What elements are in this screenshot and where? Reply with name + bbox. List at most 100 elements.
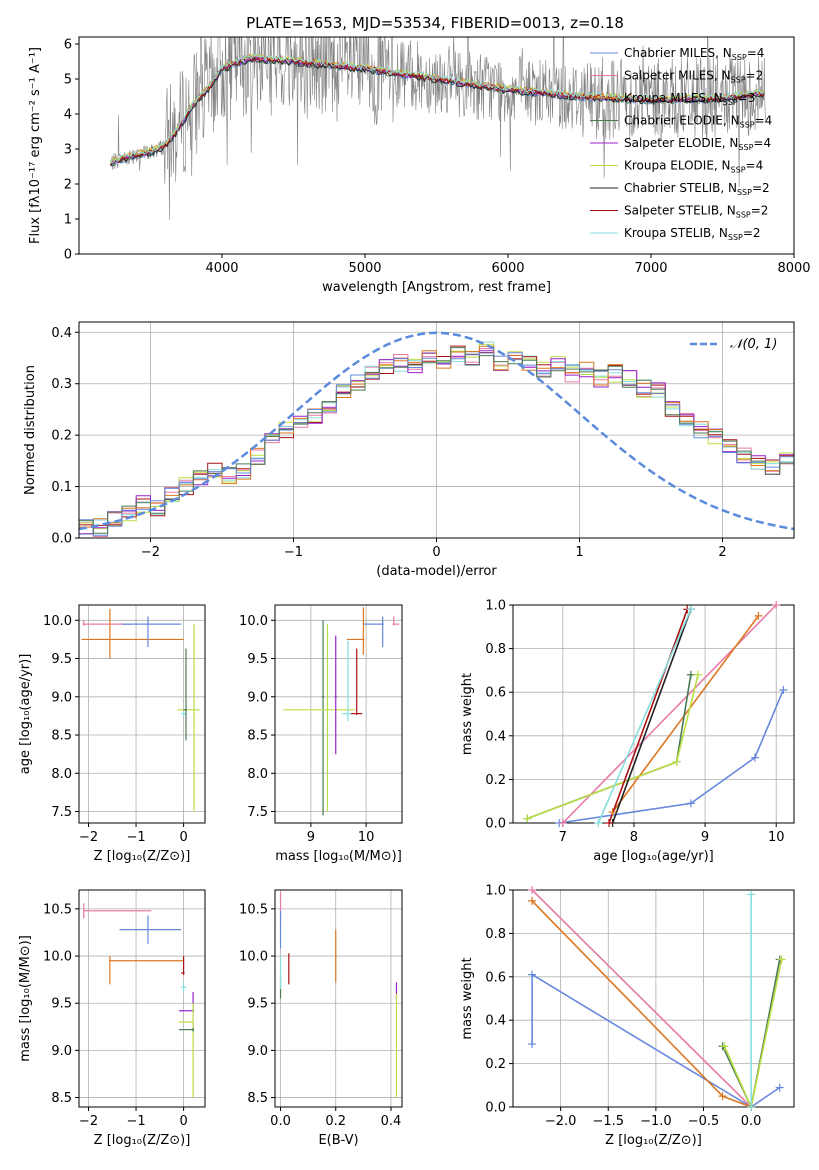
y-axis-label: age [log₁₀(age/yr)]	[18, 654, 33, 775]
x-axis-label: wavelength [Angstrom, rest frame]	[322, 280, 551, 295]
y-tick-label: 0	[64, 248, 72, 263]
y-tick-label: 1.0	[485, 884, 506, 899]
data-marker	[686, 605, 695, 614]
data-marker	[754, 611, 763, 620]
data-marker	[686, 799, 695, 808]
data-marker	[558, 819, 567, 827]
series-line-3	[721, 959, 781, 1107]
y-tick-label: 3	[64, 143, 72, 158]
x-tick-label: −1	[126, 1114, 145, 1129]
data-marker	[747, 890, 756, 899]
series-line-0	[559, 689, 785, 823]
age-vs-mass-panel	[271, 604, 403, 827]
series-line-0	[531, 973, 781, 1107]
legend-entry: Kroupa ELODIE, NSSP=4	[624, 159, 763, 175]
axes-frame	[78, 889, 206, 1108]
x-tick-label: 8	[630, 830, 638, 845]
y-tick-label: 0.6	[485, 970, 506, 985]
x-tick-label: 0.4	[381, 1114, 402, 1129]
legend-entry: Kroupa STELIB, NSSP=2	[624, 226, 761, 242]
residuals-panel	[75, 321, 795, 542]
data-marker	[693, 670, 702, 679]
axes-frame	[78, 36, 795, 255]
data-marker	[747, 1103, 756, 1111]
x-tick-label: 0.2	[325, 1114, 346, 1129]
y-tick-label: 7.5	[247, 805, 268, 820]
x-tick-label: 1	[575, 545, 583, 560]
age-vs-Z-panel	[75, 604, 206, 827]
y-tick-label: 0.8	[485, 642, 506, 657]
series-line-4	[723, 959, 783, 1107]
data-marker	[686, 670, 695, 679]
spectrum-plot-area	[110, 37, 766, 220]
legend-entry: Chabrier ELODIE, NSSP=4	[624, 114, 772, 130]
y-axis-label: Normed distribution	[23, 365, 38, 495]
series-line-2	[531, 900, 752, 1107]
data-marker	[750, 753, 759, 762]
y-tick-label: 9.0	[247, 1044, 268, 1059]
x-tick-label: −2	[79, 830, 98, 845]
x-tick-label: −2.0	[545, 1114, 577, 1129]
y-tick-label: 8.5	[51, 1091, 72, 1106]
y-tick-label: 10.5	[239, 902, 268, 917]
data-marker	[720, 1042, 729, 1051]
x-tick-label: 4000	[205, 261, 238, 276]
legend-entry: Chabrier STELIB, NSSP=2	[624, 181, 770, 197]
age-vs-mass-plot-area	[283, 607, 400, 816]
series-line-6	[608, 609, 689, 823]
x-tick-label: −0.5	[688, 1114, 720, 1129]
x-axis-label: E(B-V)	[318, 1133, 358, 1148]
y-tick-label: 0.1	[51, 480, 72, 495]
y-tick-label: 10.0	[239, 614, 268, 629]
data-marker	[772, 601, 781, 609]
x-tick-label: −1.0	[640, 1114, 672, 1129]
massweight-vs-Z-plot-area	[531, 890, 783, 1107]
series-line-1	[562, 605, 777, 823]
y-tick-label: 6	[64, 38, 72, 53]
x-tick-label: 5000	[348, 261, 381, 276]
y-tick-label: 8.0	[247, 767, 268, 782]
massweight-vs-Z-panel	[509, 886, 795, 1111]
data-marker	[528, 970, 537, 979]
y-tick-label: 8.0	[51, 767, 72, 782]
series-line-1	[531, 890, 752, 1107]
x-tick-label: 0	[432, 545, 440, 560]
legend-entry: Salpeter STELIB, NSSP=2	[624, 204, 768, 220]
series-line-5	[611, 609, 692, 823]
x-axis-label: age [log₁₀(age/yr)]	[593, 849, 714, 864]
series-line-7	[597, 609, 692, 823]
data-marker	[528, 896, 537, 905]
x-axis-label: Z [log₁₀(Z/Z⊙)]	[605, 1133, 702, 1148]
gaussian-line	[79, 331, 794, 531]
x-tick-label: 8000	[777, 261, 810, 276]
model-line-8	[110, 53, 765, 164]
spectrum-panel	[75, 36, 795, 258]
x-tick-label: 2	[718, 545, 726, 560]
histogram-7	[79, 347, 794, 534]
y-tick-label: 10.0	[43, 950, 72, 965]
x-axis-label: Z [log₁₀(Z/Z⊙)]	[94, 1133, 191, 1148]
x-tick-label: 7000	[634, 261, 667, 276]
data-marker	[528, 886, 537, 894]
y-tick-label: 2	[64, 178, 72, 193]
y-tick-label: 0.4	[485, 729, 506, 744]
x-axis-label: mass [log₁₀(M/M⊙)]	[275, 849, 402, 864]
data-marker	[594, 819, 603, 827]
massweight-vs-age-plot-area	[526, 605, 785, 823]
data-marker	[779, 686, 788, 695]
mass-vs-Z-panel	[75, 889, 206, 1111]
mass-vs-Z-plot-area	[82, 903, 195, 1098]
y-tick-label: 10.0	[239, 950, 268, 965]
y-axis-label: mass weight	[460, 673, 475, 755]
y-axis-label: mass [log₁₀(M/M⊙)]	[18, 935, 33, 1062]
x-tick-label: 6000	[491, 261, 524, 276]
y-tick-label: 0.3	[51, 377, 72, 392]
age-vs-Z-plot-area	[81, 608, 200, 812]
y-tick-label: 10.0	[43, 614, 72, 629]
data-marker	[528, 1040, 537, 1049]
x-tick-label: 0	[179, 1114, 187, 1129]
massweight-vs-age-panel	[509, 601, 795, 827]
mass-vs-EBV-plot-area	[279, 891, 398, 1098]
y-tick-label: 4	[64, 108, 72, 123]
